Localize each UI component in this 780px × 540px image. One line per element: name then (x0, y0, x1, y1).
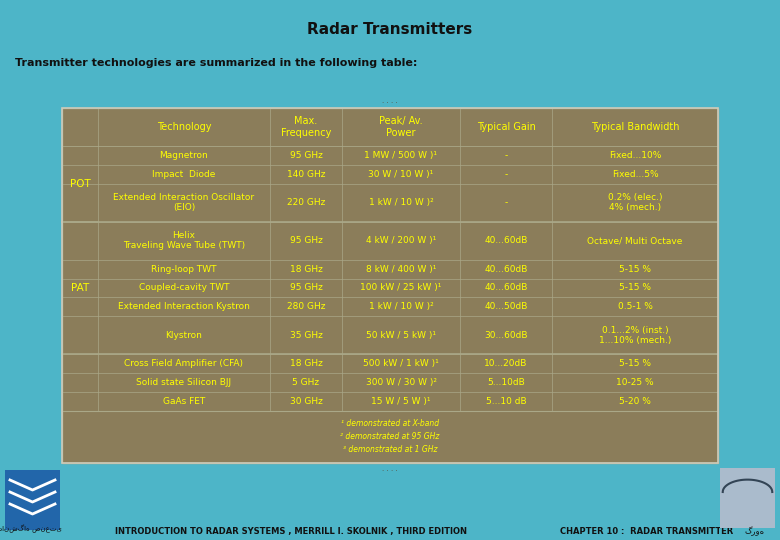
Text: 10-25 %: 10-25 % (616, 378, 654, 387)
Text: Magnetron: Magnetron (160, 151, 208, 160)
Text: 18 GHz: 18 GHz (289, 359, 322, 368)
Bar (5, 470, 60, 530)
Text: ¹ demonstrated at X-band: ¹ demonstrated at X-band (341, 419, 439, 428)
Text: Typical Gain: Typical Gain (477, 122, 535, 132)
Text: 95 GHz: 95 GHz (289, 284, 322, 293)
Text: 95 GHz: 95 GHz (289, 236, 322, 245)
Text: 4 kW / 200 W )¹: 4 kW / 200 W )¹ (366, 236, 436, 245)
Text: CHAPTER 10 :  RADAR TRANSMITTER: CHAPTER 10 : RADAR TRANSMITTER (560, 527, 733, 536)
Text: 1 kW / 10 W )²: 1 kW / 10 W )² (369, 302, 434, 312)
Bar (62, 108, 718, 463)
Text: 1 kW / 10 W )²: 1 kW / 10 W )² (369, 198, 434, 207)
Text: -: - (505, 151, 508, 160)
Text: Coupled-cavity TWT: Coupled-cavity TWT (139, 284, 229, 293)
Text: Max.
Frequency: Max. Frequency (281, 116, 332, 138)
Text: ² demonstrated at 95 GHz: ² demonstrated at 95 GHz (340, 432, 440, 441)
Text: 30 W / 10 W )¹: 30 W / 10 W )¹ (368, 170, 434, 179)
Text: Impact  Diode: Impact Diode (152, 170, 216, 179)
Text: Solid state Silicon BJJ: Solid state Silicon BJJ (136, 378, 232, 387)
Text: INTRODUCTION TO RADAR SYSTEMS , MERRILL I. SKOLNIK , THIRD EDITION: INTRODUCTION TO RADAR SYSTEMS , MERRILL … (115, 527, 467, 536)
Text: Transmitter technologies are summarized in the following table:: Transmitter technologies are summarized … (15, 58, 417, 68)
Text: 140 GHz: 140 GHz (287, 170, 325, 179)
Text: 50 kW / 5 kW )¹: 50 kW / 5 kW )¹ (366, 331, 436, 340)
Text: 280 GHz: 280 GHz (287, 302, 325, 312)
Text: 0.2% (elec.)
4% (mech.): 0.2% (elec.) 4% (mech.) (608, 193, 662, 212)
Text: 5...10dB: 5...10dB (488, 378, 525, 387)
Text: 40...50dB: 40...50dB (484, 302, 528, 312)
Text: Extended Interaction Kystron: Extended Interaction Kystron (118, 302, 250, 312)
Text: GaAs FET: GaAs FET (163, 397, 205, 406)
Text: Ring-loop TWT: Ring-loop TWT (151, 265, 217, 274)
Text: Peak/ Av.
Power: Peak/ Av. Power (379, 116, 423, 138)
Text: . . . .: . . . . (382, 98, 398, 104)
Text: 1 MW / 500 W )¹: 1 MW / 500 W )¹ (364, 151, 438, 160)
Text: POT: POT (69, 179, 90, 189)
Text: Extended Interaction Oscillator
(EIO): Extended Interaction Oscillator (EIO) (113, 193, 254, 212)
Text: 500 kW / 1 kW )¹: 500 kW / 1 kW )¹ (363, 359, 439, 368)
Text: 8 kW / 400 W )¹: 8 kW / 400 W )¹ (366, 265, 436, 274)
Text: 220 GHz: 220 GHz (287, 198, 325, 207)
Text: ³ demonstrated at 1 GHz: ³ demonstrated at 1 GHz (342, 445, 438, 454)
Text: 5-20 %: 5-20 % (619, 397, 651, 406)
Text: . . . .: . . . . (382, 466, 398, 472)
Text: 30...60dB: 30...60dB (484, 331, 528, 340)
Text: -: - (505, 198, 508, 207)
Text: 5 GHz: 5 GHz (292, 378, 320, 387)
Text: Helix
Traveling Wave Tube (TWT): Helix Traveling Wave Tube (TWT) (123, 231, 245, 251)
Text: Typical Bandwidth: Typical Bandwidth (590, 122, 679, 132)
Bar (720, 468, 775, 528)
Text: Technology: Technology (157, 122, 211, 132)
Text: Octave/ Multi Octave: Octave/ Multi Octave (587, 236, 682, 245)
Text: 40...60dB: 40...60dB (484, 284, 528, 293)
Text: Fixed...10%: Fixed...10% (609, 151, 661, 160)
Text: Cross Field Amplifier (CFA): Cross Field Amplifier (CFA) (125, 359, 243, 368)
Text: 100 kW / 25 kW )¹: 100 kW / 25 kW )¹ (360, 284, 441, 293)
Text: 30 GHz: 30 GHz (289, 397, 322, 406)
Text: PAT: PAT (71, 283, 89, 293)
Text: 300 W / 30 W )²: 300 W / 30 W )² (366, 378, 437, 387)
Text: 95 GHz: 95 GHz (289, 151, 322, 160)
Text: 15 W / 5 W )¹: 15 W / 5 W )¹ (371, 397, 431, 406)
Text: 5-15 %: 5-15 % (619, 284, 651, 293)
Text: Klystron: Klystron (165, 331, 203, 340)
Text: -: - (505, 170, 508, 179)
Text: 5-15 %: 5-15 % (619, 265, 651, 274)
Text: Fixed...5%: Fixed...5% (612, 170, 658, 179)
Text: 10...20dB: 10...20dB (484, 359, 528, 368)
Text: 18 GHz: 18 GHz (289, 265, 322, 274)
Text: 0.5-1 %: 0.5-1 % (618, 302, 652, 312)
Text: 5...10 dB: 5...10 dB (486, 397, 526, 406)
Text: گروه: گروه (745, 527, 765, 537)
Text: Radar Transmitters: Radar Transmitters (307, 22, 473, 37)
Text: 40...60dB: 40...60dB (484, 265, 528, 274)
Text: 0.1...2% (inst.)
1...10% (mech.): 0.1...2% (inst.) 1...10% (mech.) (599, 326, 671, 345)
Text: دانشگاه صنعتی: دانشگاه صنعتی (0, 524, 62, 533)
Bar (62, 108, 718, 463)
Text: 40...60dB: 40...60dB (484, 236, 528, 245)
Text: 5-15 %: 5-15 % (619, 359, 651, 368)
Text: 35 GHz: 35 GHz (289, 331, 322, 340)
